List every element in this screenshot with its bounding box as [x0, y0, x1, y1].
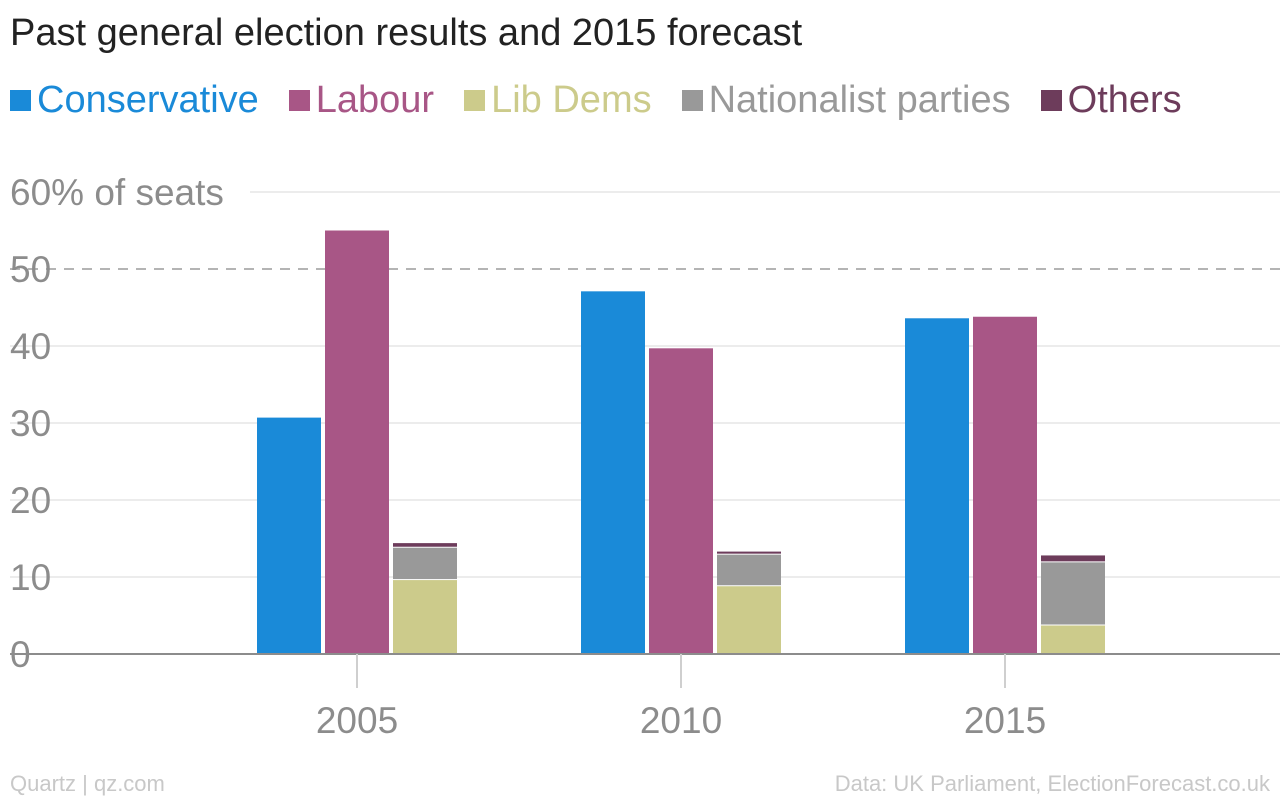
chart-title: Past general election results and 2015 f… [10, 12, 803, 54]
x-tick-label-2015: 2015 [964, 700, 1046, 741]
legend-label-lib-dems: Lib Dems [491, 78, 652, 121]
bar-labour-2010 [649, 348, 713, 654]
legend-swatch-conservative [10, 89, 31, 111]
legend-label-conservative: Conservative [37, 78, 259, 121]
legend-label-nationalist-parties: Nationalist parties [708, 78, 1011, 121]
x-tick-label-2010: 2010 [640, 700, 722, 741]
legend-swatch-labour [288, 89, 310, 111]
legend-swatch-lib-dems [464, 89, 486, 111]
y-tick-label: 30 [10, 403, 51, 444]
bar-others-2015 [1041, 555, 1105, 562]
bar-lib-dems-2005 [393, 580, 457, 654]
footer-credit: Quartz | qz.com [10, 771, 165, 796]
bar-lib-dems-2015 [1041, 625, 1105, 654]
bar-others-2005 [393, 543, 457, 547]
legend-item-nationalist-parties: Nationalist parties [681, 78, 1011, 122]
y-tick-label: 40 [10, 326, 51, 367]
legend-item-conservative: Conservative [10, 79, 259, 122]
y-axis-label: 60% of seats [10, 172, 224, 213]
x-tick-label-2005: 2005 [316, 700, 398, 741]
footer-source: Data: UK Parliament, ElectionForecast.co… [834, 771, 1270, 796]
bar-nationalist-parties-2005 [393, 547, 457, 580]
bar-nationalist-parties-2015 [1041, 562, 1105, 625]
legend-item-others: Others [1040, 78, 1182, 122]
bar-conservative-2015 [905, 318, 969, 654]
bar-lib-dems-2010 [717, 586, 781, 654]
bar-others-2010 [717, 551, 781, 554]
y-tick-label: 50 [10, 249, 51, 290]
bar-conservative-2010 [581, 291, 645, 654]
legend-label-labour: Labour [315, 78, 435, 121]
bar-labour-2015 [973, 316, 1037, 654]
legend-swatch-others [1040, 89, 1062, 111]
legend: Conservative Labour Lib Dems Nationalist pa… [10, 76, 1212, 124]
legend-item-lib-dems: Lib Dems [464, 79, 652, 122]
y-tick-label: 20 [10, 480, 51, 521]
legend-label-others: Others [1067, 78, 1182, 121]
bar-conservative-2005 [257, 417, 321, 654]
legend-item-labour: Labour [288, 78, 435, 122]
y-tick-label: 10 [10, 557, 51, 598]
bar-labour-2005 [325, 230, 389, 654]
legend-swatch-nationalist-parties [681, 89, 703, 111]
bar-nationalist-parties-2010 [717, 554, 781, 586]
